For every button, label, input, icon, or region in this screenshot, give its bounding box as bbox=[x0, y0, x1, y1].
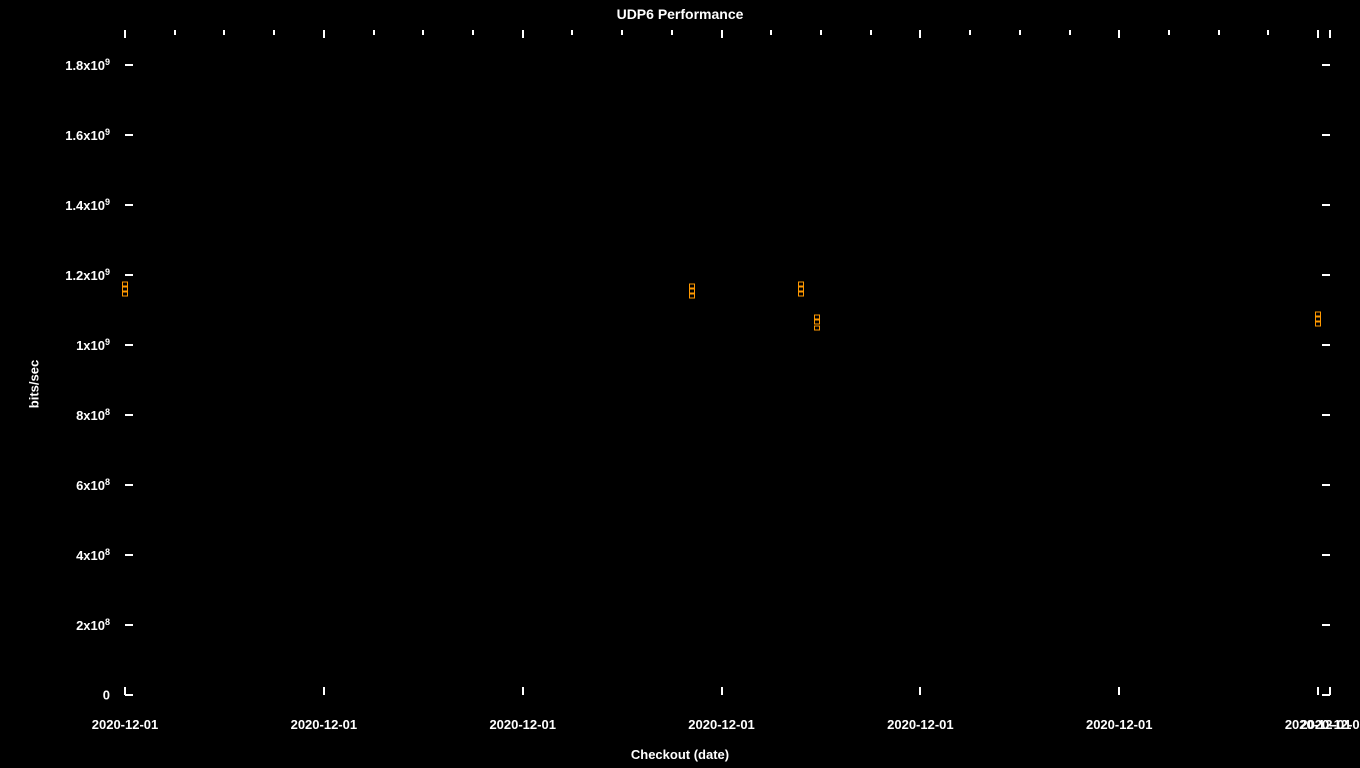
x-minor-tick-mark bbox=[1218, 30, 1220, 35]
x-minor-tick-mark bbox=[373, 30, 375, 35]
x-minor-tick-mark bbox=[969, 30, 971, 35]
data-marker bbox=[689, 283, 695, 288]
y-tick-label: 1.2x109 bbox=[65, 267, 110, 283]
y-tick-mark bbox=[125, 344, 133, 346]
x-minor-tick-mark bbox=[770, 30, 772, 35]
y-tick-label: 1.6x109 bbox=[65, 127, 110, 143]
y-tick-mark bbox=[125, 134, 133, 136]
data-marker bbox=[122, 292, 128, 297]
x-minor-tick-mark bbox=[1069, 30, 1071, 35]
data-marker bbox=[798, 287, 804, 292]
y-tick-label: 2x108 bbox=[76, 617, 110, 633]
y-tick-mark bbox=[125, 484, 133, 486]
y-tick-mark bbox=[1322, 554, 1330, 556]
x-tick-mark bbox=[323, 687, 325, 695]
y-tick-label: 1.4x109 bbox=[65, 197, 110, 213]
y-tick-mark bbox=[125, 554, 133, 556]
y-tick-label: 6x108 bbox=[76, 477, 110, 493]
x-tick-label: 2020-12-01 bbox=[1086, 717, 1153, 732]
plot-area bbox=[125, 30, 1330, 695]
data-marker bbox=[122, 281, 128, 286]
x-minor-tick-mark bbox=[223, 30, 225, 35]
y-tick-mark bbox=[1322, 344, 1330, 346]
x-tick-mark bbox=[323, 30, 325, 38]
x-tick-mark bbox=[1329, 30, 1331, 38]
y-tick-mark bbox=[1322, 624, 1330, 626]
x-tick-mark bbox=[522, 30, 524, 38]
x-tick-mark bbox=[721, 30, 723, 38]
x-minor-tick-mark bbox=[870, 30, 872, 35]
data-marker bbox=[814, 320, 820, 325]
x-tick-mark bbox=[1317, 30, 1319, 38]
x-minor-tick-mark bbox=[1168, 30, 1170, 35]
x-tick-label: 2020-12-0 bbox=[1300, 717, 1359, 732]
y-tick-mark bbox=[125, 624, 133, 626]
x-axis-label: Checkout (date) bbox=[0, 747, 1360, 762]
x-minor-tick-mark bbox=[1019, 30, 1021, 35]
chart-container: UDP6 Performance bits/sec Checkout (date… bbox=[0, 0, 1360, 768]
x-minor-tick-mark bbox=[472, 30, 474, 35]
y-tick-mark bbox=[1322, 64, 1330, 66]
y-tick-label: 0 bbox=[103, 688, 110, 703]
x-tick-mark bbox=[124, 687, 126, 695]
y-tick-mark bbox=[125, 694, 133, 696]
x-tick-mark bbox=[721, 687, 723, 695]
y-tick-mark bbox=[125, 274, 133, 276]
y-tick-label: 1x109 bbox=[76, 337, 110, 353]
x-minor-tick-mark bbox=[571, 30, 573, 35]
x-minor-tick-mark bbox=[820, 30, 822, 35]
x-tick-mark bbox=[1118, 687, 1120, 695]
x-tick-label: 2020-12-01 bbox=[688, 717, 755, 732]
y-tick-mark bbox=[1322, 134, 1330, 136]
x-tick-mark bbox=[124, 30, 126, 38]
data-marker bbox=[798, 292, 804, 297]
data-marker bbox=[814, 325, 820, 330]
x-minor-tick-mark bbox=[621, 30, 623, 35]
y-tick-mark bbox=[1322, 414, 1330, 416]
x-tick-mark bbox=[1118, 30, 1120, 38]
y-tick-mark bbox=[1322, 484, 1330, 486]
x-minor-tick-mark bbox=[671, 30, 673, 35]
y-tick-mark bbox=[1322, 274, 1330, 276]
x-tick-mark bbox=[919, 30, 921, 38]
x-tick-label: 2020-12-01 bbox=[489, 717, 556, 732]
data-marker bbox=[814, 315, 820, 320]
data-marker bbox=[122, 287, 128, 292]
y-tick-mark bbox=[125, 414, 133, 416]
y-tick-label: 1.8x109 bbox=[65, 57, 110, 73]
x-tick-mark bbox=[919, 687, 921, 695]
x-minor-tick-mark bbox=[1267, 30, 1269, 35]
data-marker bbox=[689, 294, 695, 299]
x-minor-tick-mark bbox=[174, 30, 176, 35]
x-minor-tick-mark bbox=[422, 30, 424, 35]
y-tick-label: 8x108 bbox=[76, 407, 110, 423]
data-marker bbox=[1315, 316, 1321, 321]
x-tick-mark bbox=[522, 687, 524, 695]
chart-title: UDP6 Performance bbox=[0, 6, 1360, 22]
x-tick-label: 2020-12-01 bbox=[291, 717, 358, 732]
x-tick-mark bbox=[1329, 687, 1331, 695]
data-marker bbox=[689, 288, 695, 293]
x-minor-tick-mark bbox=[273, 30, 275, 35]
y-tick-mark bbox=[125, 204, 133, 206]
x-tick-label: 2020-12-01 bbox=[92, 717, 159, 732]
y-axis-label: bits/sec bbox=[27, 360, 42, 408]
data-marker bbox=[1315, 311, 1321, 316]
x-tick-mark bbox=[1317, 687, 1319, 695]
y-tick-label: 4x108 bbox=[76, 547, 110, 563]
x-tick-label: 2020-12-01 bbox=[887, 717, 954, 732]
data-marker bbox=[1315, 322, 1321, 327]
y-tick-mark bbox=[125, 64, 133, 66]
y-tick-mark bbox=[1322, 204, 1330, 206]
data-marker bbox=[798, 281, 804, 286]
